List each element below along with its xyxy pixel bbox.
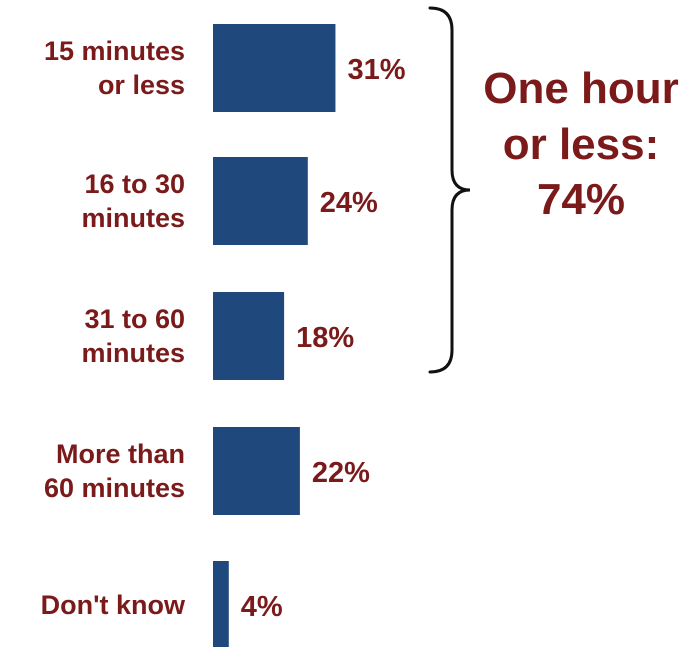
bar-4 [213,427,300,515]
category-label-2-line-1: 16 to 30 [84,169,185,199]
value-label-2: 24% [320,187,378,219]
category-label-3-line-1: 31 to 60 [84,304,185,334]
annotation-line-1: One hour [483,64,679,113]
curly-brace [428,6,471,374]
category-label-2-line-2: minutes [81,203,185,233]
category-label-1-line-2: or less [98,70,185,100]
bar-3 [213,292,285,380]
category-label-4-line-1: More than [56,439,185,469]
bar-5 [213,561,229,647]
category-label-1-line-1: 15 minutes [44,36,185,66]
annotation-line-3: 74% [537,175,625,224]
value-label-4: 22% [312,457,370,489]
bar-1 [213,24,336,112]
bar-2 [213,157,308,245]
value-label-1: 31% [347,54,405,86]
category-label-4-line-2: 60 minutes [44,473,185,503]
category-label-5-line-1: Don't know [41,590,186,620]
value-label-5: 4% [241,591,283,623]
value-label-3: 18% [296,322,354,354]
annotation-line-2: or less: [503,120,660,169]
category-label-3-line-2: minutes [81,338,185,368]
